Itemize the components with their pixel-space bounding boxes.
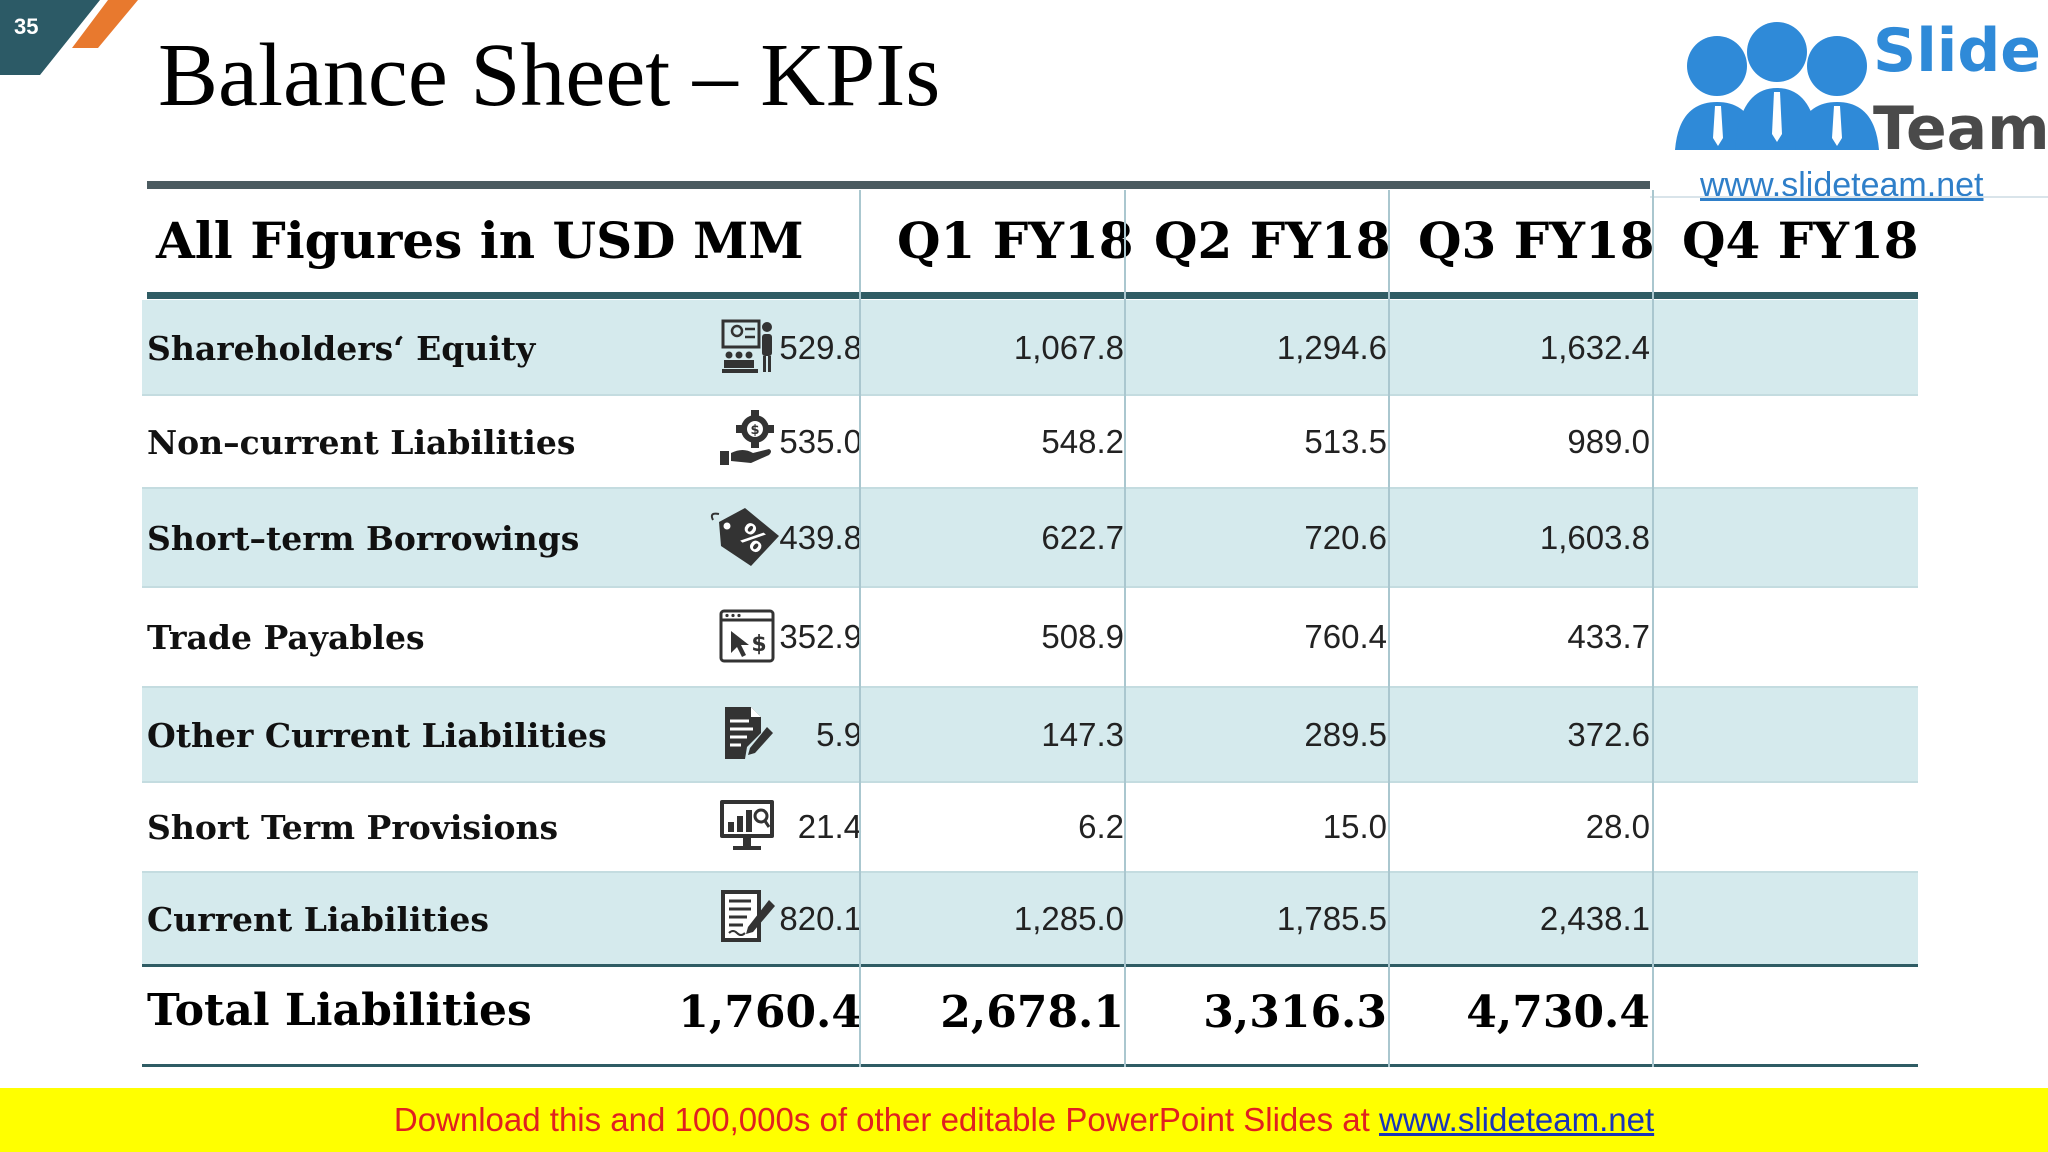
logo-word-team: Team	[1873, 94, 2048, 164]
total-q1: 1,760.4	[678, 987, 862, 1038]
download-banner-message: Download this and 100,000s of other edit…	[393, 1101, 1379, 1138]
total-q3: 3,316.3	[1203, 987, 1387, 1038]
cell-q1: 5.9	[816, 716, 862, 753]
cell-q2: 622.7	[1041, 519, 1124, 556]
total-top-rule	[142, 964, 1918, 967]
download-banner-link[interactable]: www.slideteam.net	[1379, 1101, 1655, 1138]
row-divider	[142, 586, 1918, 588]
column-divider	[1124, 190, 1126, 1067]
row-label: Short Term Provisions	[147, 808, 559, 847]
row-label: Short–term Borrowings	[147, 519, 580, 558]
download-banner-text: Download this and 100,000s of other edit…	[0, 1088, 2048, 1152]
cell-q1: 820.1	[779, 900, 862, 937]
page-title: Balance Sheet – KPIs	[158, 26, 941, 125]
cell-q2: 1,067.8	[1013, 329, 1124, 366]
cell-q3: 289.5	[1304, 716, 1387, 753]
total-q4: 4,730.4	[1466, 987, 1650, 1038]
table-row: Short Term Provisions 21.4 6.2 15.0 28.0	[142, 782, 1918, 872]
cell-q3: 1,785.5	[1276, 900, 1387, 937]
total-q2: 2,678.1	[940, 987, 1124, 1038]
cell-q1: 535.0	[779, 423, 862, 460]
total-label: Total Liabilities	[147, 985, 532, 1036]
row-divider	[142, 871, 1918, 873]
cell-q2: 6.2	[1078, 808, 1124, 845]
cell-q3: 760.4	[1304, 618, 1387, 655]
cell-q4: 1,603.8	[1539, 519, 1650, 556]
row-divider	[142, 487, 1918, 489]
header-col-q3: Q3 FY18	[1418, 211, 1655, 270]
document-pen-icon	[721, 890, 775, 942]
cell-q4: 2,438.1	[1539, 900, 1650, 937]
cell-q2: 147.3	[1041, 716, 1124, 753]
table-row: Current Liabilities 820.1 1,285.0 1,785.…	[142, 872, 1918, 964]
cell-q1: 352.9	[779, 618, 862, 655]
table-row: Short–term Borrowings % 439.8 622.7 720.…	[142, 488, 1918, 587]
monitor-chart-icon	[720, 800, 774, 850]
online-payment-icon: $	[719, 609, 775, 663]
total-bottom-rule	[142, 1064, 1918, 1067]
percent-tag-icon: %	[710, 508, 779, 566]
cell-q1: 439.8	[779, 519, 862, 556]
header-rule	[147, 292, 1918, 299]
table-row: Non–current Liabilities $ 535.0 548.2 51…	[142, 395, 1918, 488]
cell-q3: 1,294.6	[1276, 329, 1387, 366]
cell-q4: 28.0	[1585, 808, 1650, 845]
column-divider	[859, 190, 861, 1067]
row-label: Non–current Liabilities	[147, 423, 576, 462]
slide-number-corner: 35	[0, 0, 140, 80]
cell-q1: 529.8	[779, 329, 862, 366]
header-units-label: All Figures in USD MM	[156, 211, 804, 270]
svg-text:$: $	[751, 632, 766, 657]
document-edit-icon	[725, 707, 773, 759]
row-divider	[142, 781, 1918, 783]
row-divider	[142, 686, 1918, 688]
people-logo-icon	[1675, 22, 1879, 150]
total-row: Total Liabilities 1,760.4 2,678.1 3,316.…	[142, 967, 1918, 1064]
cell-q4: 989.0	[1567, 423, 1650, 460]
cell-q3: 15.0	[1322, 808, 1387, 845]
row-label: Shareholders‘ Equity	[147, 329, 536, 368]
download-banner: Download this and 100,000s of other edit…	[0, 1088, 2048, 1152]
header-col-q1: Q1 FY18	[897, 211, 1134, 270]
cell-q4: 1,632.4	[1539, 329, 1650, 366]
cell-q2: 1,285.0	[1013, 900, 1124, 937]
slide-number: 35	[14, 14, 39, 39]
table-row: Shareholders‘ Equity 529.8 1,067.8 1,294…	[142, 300, 1918, 395]
svg-text:$: $	[750, 423, 759, 438]
row-label: Current Liabilities	[147, 900, 489, 939]
table-header: All Figures in USD MM Q1 FY18 Q2 FY18 Q3…	[142, 190, 1919, 292]
cell-q3: 720.6	[1304, 519, 1387, 556]
row-label: Trade Payables	[147, 618, 425, 657]
column-divider	[1652, 190, 1654, 1067]
logo-word-slide: Slide	[1873, 16, 2041, 86]
cell-q2: 508.9	[1041, 618, 1124, 655]
column-divider	[1388, 190, 1390, 1067]
hand-gear-dollar-icon: $	[720, 410, 774, 465]
cell-q2: 548.2	[1041, 423, 1124, 460]
cell-q4: 372.6	[1567, 716, 1650, 753]
row-label: Other Current Liabilities	[147, 716, 607, 755]
table-row: Trade Payables $ 352.9 508.9 760.4 433.7	[142, 587, 1918, 687]
title-rule	[147, 181, 1650, 189]
header-col-q2: Q2 FY18	[1154, 211, 1391, 270]
kpi-table: All Figures in USD MM Q1 FY18 Q2 FY18 Q3…	[142, 190, 1919, 1067]
presentation-icon	[721, 319, 772, 373]
logo-rule	[1650, 196, 2048, 198]
cell-q1: 21.4	[797, 808, 862, 845]
header-col-q4: Q4 FY18	[1682, 211, 1919, 270]
row-divider	[142, 394, 1918, 396]
cell-q4: 433.7	[1567, 618, 1650, 655]
cell-q3: 513.5	[1304, 423, 1387, 460]
table-row: Other Current Liabilities 5.9 147.3 289.…	[142, 687, 1918, 782]
slideteam-logo[interactable]: Slide Team www.slideteam.net	[1645, 10, 2048, 210]
